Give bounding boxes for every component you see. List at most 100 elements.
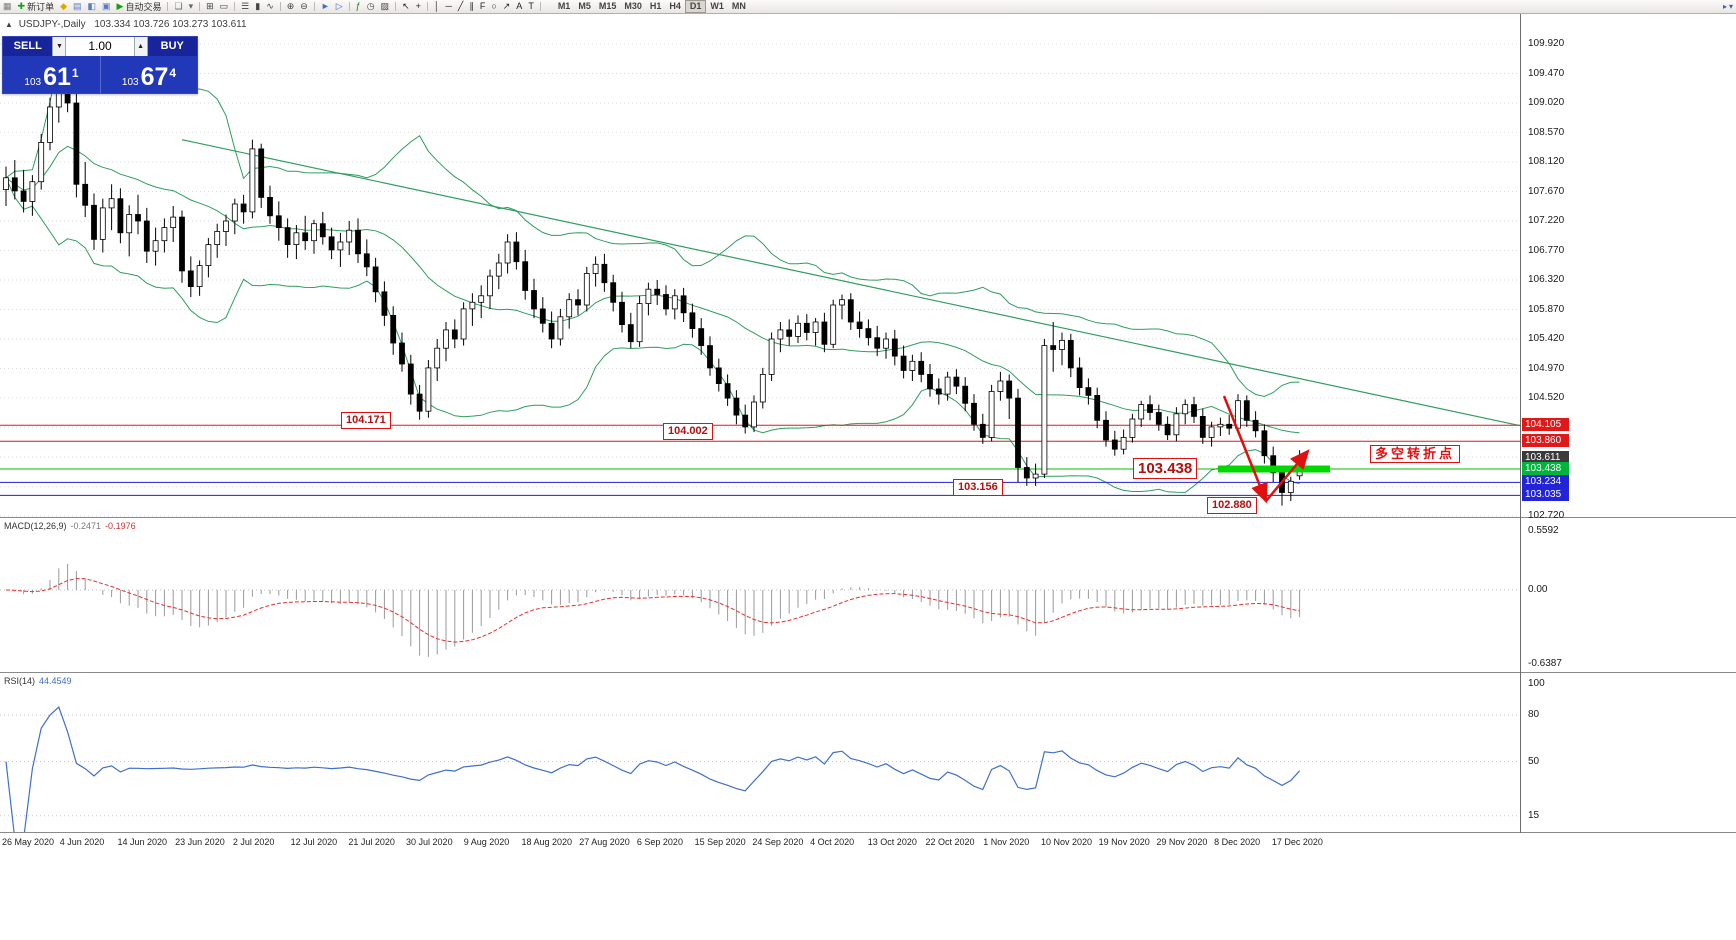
time-axis[interactable]: 26 May 2020 4 Jun 2020 14 Jun 2020 23 Jun 2… bbox=[0, 833, 1736, 853]
price-tag: 103.234 bbox=[1522, 475, 1569, 489]
chart-window-button[interactable]: ▦ bbox=[0, 0, 15, 13]
volume-increase-button[interactable]: ▲ bbox=[133, 37, 148, 56]
price-tag: 103.860 bbox=[1522, 434, 1569, 448]
text-label-button[interactable]: T bbox=[525, 0, 537, 13]
rsi-axis-label: 80 bbox=[1528, 709, 1540, 720]
text-button[interactable]: A bbox=[513, 0, 525, 13]
time-axis-label: 29 Nov 2020 bbox=[1156, 837, 1208, 847]
profiles-button[interactable]: ▾ bbox=[186, 0, 197, 13]
autotrade-button[interactable]: ▶ 自动交易 bbox=[114, 0, 165, 13]
sell-price-button[interactable]: 103 61 1 bbox=[3, 56, 100, 93]
toolbar: ▦ ✚ 新订单 ◆ ▤ ◧ ▣ ▶ 自动交易 ❏ ▾ ⊞ ▭ ☰ ▮ ∿ ⊕ ⊖ ► ▷ ƒ ◷ ▨ ↖ + │ ─ ╱ ∥ F ○ ↗ A T … bbox=[0, 0, 1736, 14]
volume-input[interactable]: 1.00 bbox=[66, 37, 134, 56]
terminal-button[interactable]: ▣ bbox=[99, 0, 114, 13]
price-level-label[interactable]: 103.438 bbox=[1133, 458, 1198, 479]
volume-decrease-button[interactable]: ▼ bbox=[52, 37, 67, 56]
profiles-icon: ▾ bbox=[188, 1, 194, 11]
timeframe-h1[interactable]: H1 bbox=[649, 1, 662, 11]
fibonacci-button[interactable]: F bbox=[477, 0, 489, 13]
line-chart-button[interactable]: ∿ bbox=[263, 0, 277, 13]
auto-scroll-button[interactable]: ► bbox=[318, 0, 333, 13]
navigator-button[interactable]: ◧ bbox=[85, 0, 100, 13]
macd-splitter[interactable] bbox=[0, 517, 1736, 518]
price-level-label[interactable]: 102.880 bbox=[1207, 496, 1257, 514]
one-click-header-row: SELL ▼ 1.00 ▲ BUY bbox=[3, 37, 198, 56]
shapes-button[interactable]: ○ bbox=[488, 0, 499, 13]
rsi-axis-label: 50 bbox=[1528, 755, 1540, 767]
macd-signal-value: -0.1976 bbox=[105, 521, 136, 531]
time-axis-label: 4 Jun 2020 bbox=[59, 837, 105, 847]
toolbar-separator bbox=[426, 2, 428, 11]
timeframe-bar: M1 M5 M15 M30 H1 H4 D1 W1 MN bbox=[554, 0, 750, 13]
cascade-windows-button[interactable]: ▭ bbox=[217, 0, 232, 13]
timeframe-m30[interactable]: M30 bbox=[624, 1, 642, 11]
price-axis-label: 106.320 bbox=[1528, 274, 1565, 285]
bar-chart-button[interactable]: ☰ bbox=[238, 0, 252, 13]
chart-shift-button[interactable]: ▷ bbox=[333, 0, 346, 13]
buy-price-button[interactable]: 103 67 4 bbox=[100, 56, 197, 93]
time-axis-label: 4 Oct 2020 bbox=[810, 837, 855, 847]
zoom-in-icon: ⊕ bbox=[286, 1, 295, 11]
chart-note-text[interactable]: 多空转折点 bbox=[1370, 445, 1461, 463]
time-axis-label: 30 Jul 2020 bbox=[406, 837, 453, 847]
tile-windows-button[interactable]: ⊞ bbox=[203, 0, 217, 13]
timeframe-h4[interactable]: H4 bbox=[669, 1, 681, 11]
buy-price-pips: 67 bbox=[140, 63, 169, 91]
price-axis[interactable]: 109.920 109.470 109.020 108.570 108.120 107.6… bbox=[1520, 0, 1736, 853]
time-axis-label: 12 Jul 2020 bbox=[290, 837, 338, 847]
new-order-button: ✚ bbox=[17, 1, 26, 11]
timeframe-m15[interactable]: M15 bbox=[598, 1, 617, 11]
rsi-title: RSI(14) bbox=[4, 676, 36, 686]
toolbar-overflow-right-icon[interactable]: ▸ bbox=[1722, 2, 1727, 11]
one-click-collapse-icon[interactable]: ▲ bbox=[5, 20, 13, 29]
time-axis-label: 1 Nov 2020 bbox=[983, 837, 1030, 847]
rsi-splitter[interactable] bbox=[0, 672, 1736, 673]
macd-main-value: -0.2471 bbox=[70, 521, 102, 531]
market-watch-button[interactable]: ▤ bbox=[70, 0, 85, 13]
buy-button[interactable]: BUY bbox=[147, 37, 198, 56]
toolbar-overflow-down-icon[interactable]: ▾ bbox=[1728, 2, 1733, 11]
buy-price-point: 4 bbox=[169, 66, 177, 80]
price-level-label[interactable]: 104.171 bbox=[341, 411, 391, 429]
toolbar-separator bbox=[348, 2, 350, 11]
templates-button[interactable]: ▨ bbox=[378, 0, 393, 13]
macd-axis-label: 0.5592 bbox=[1528, 525, 1559, 536]
price-axis-label: 106.770 bbox=[1528, 244, 1565, 256]
crosshair-button[interactable]: + bbox=[413, 0, 424, 13]
price-level-label[interactable]: 104.002 bbox=[663, 423, 713, 440]
price-axis-label: 109.470 bbox=[1528, 67, 1565, 79]
arrows-button[interactable]: ↗ bbox=[500, 0, 514, 13]
price-level-label[interactable]: 103.156 bbox=[953, 478, 1003, 496]
periods-button[interactable]: ◷ bbox=[364, 0, 378, 13]
cascade-windows-icon: ▭ bbox=[219, 1, 229, 11]
crosshair-icon: + bbox=[415, 1, 421, 11]
trendline-button[interactable]: ╱ bbox=[455, 0, 466, 13]
timeframe-mn[interactable]: MN bbox=[731, 1, 746, 11]
price-axis-label: 108.120 bbox=[1528, 156, 1565, 167]
channel-button[interactable]: ∥ bbox=[466, 0, 477, 13]
chart-shift-icon: ▷ bbox=[335, 1, 343, 11]
new-chart-button[interactable]: ❏ bbox=[171, 0, 185, 13]
new-order-button[interactable]: ✚ 新订单 bbox=[15, 0, 58, 13]
timeframe-w1[interactable]: W1 bbox=[710, 1, 724, 11]
horizontal-line-button[interactable]: ─ bbox=[443, 0, 455, 13]
zoom-out-button[interactable]: ⊖ bbox=[297, 0, 311, 13]
sell-button[interactable]: SELL bbox=[3, 37, 53, 56]
vertical-line-button[interactable]: │ bbox=[431, 0, 443, 13]
zoom-in-button[interactable]: ⊕ bbox=[284, 0, 298, 13]
cursor-button[interactable]: ↖ bbox=[399, 0, 413, 13]
zoom-out-icon: ⊖ bbox=[300, 1, 308, 11]
candlestick-chart-button[interactable]: ▮ bbox=[252, 0, 263, 13]
price-axis-label: 107.670 bbox=[1528, 185, 1565, 197]
time-axis-label: 17 Dec 2020 bbox=[1271, 837, 1323, 847]
timeframe-m5[interactable]: M5 bbox=[578, 1, 591, 11]
price-tag: 104.105 bbox=[1522, 418, 1569, 432]
metaeditor-button[interactable]: ◆ bbox=[57, 0, 70, 13]
timeframe-m1[interactable]: M1 bbox=[557, 1, 571, 11]
toolbar-separator bbox=[395, 2, 397, 11]
indicators-button[interactable]: ƒ bbox=[353, 0, 364, 13]
toolbar-items: ▦ ✚ 新订单 ◆ ▤ ◧ ▣ ▶ 自动交易 ❏ ▾ ⊞ ▭ ☰ ▮ ∿ ⊕ ⊖ ► ▷ ƒ ◷ ▨ ↖ + │ ─ ╱ ∥ F ○ ↗ A T bbox=[0, 0, 544, 13]
timeframe-d1[interactable]: D1 bbox=[684, 0, 707, 13]
time-axis-label: 13 Oct 2020 bbox=[867, 837, 917, 847]
toolbar-separator bbox=[539, 2, 541, 11]
